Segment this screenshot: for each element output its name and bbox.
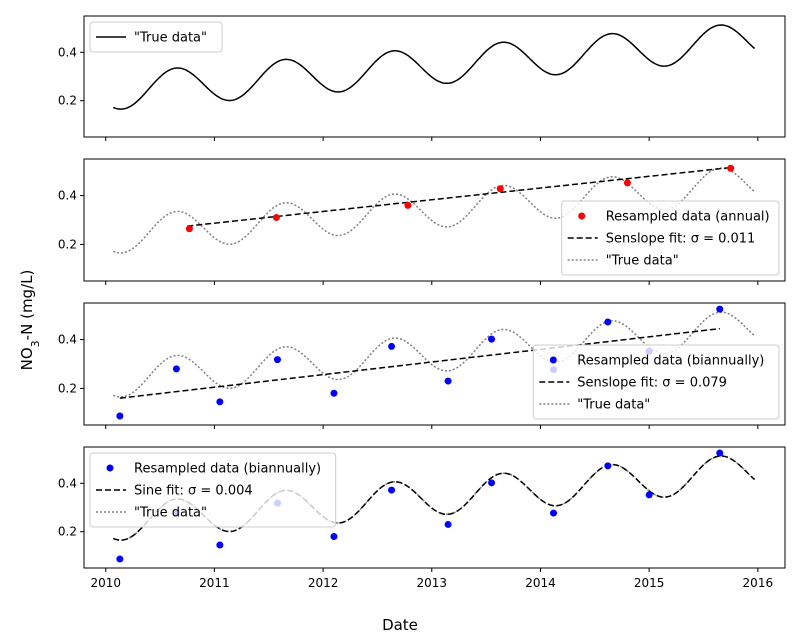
legend-box xyxy=(89,21,223,53)
data-point xyxy=(116,412,124,420)
x-tick-label: 2012 xyxy=(308,576,339,590)
panel-4: 0.2 0.4 2010 2011 2012 2013 2014 2015 2016 Resamp… xyxy=(58,446,786,590)
data-point xyxy=(116,555,124,563)
legend-label: Senslope fit: σ = 0.079 xyxy=(577,376,727,391)
legend-label: Sine fit: σ = 0.004 xyxy=(134,484,253,499)
panels: 0.2 0.4 "True data" 0.2 0.4 Resampled data (a… xyxy=(58,15,786,590)
axes-frame xyxy=(83,158,786,282)
axes-frame xyxy=(83,15,786,138)
x-tick-label: 2011 xyxy=(199,576,230,590)
x-tick-label: 2013 xyxy=(417,576,448,590)
true-data-line xyxy=(113,167,756,254)
legend-box xyxy=(89,452,337,528)
data-point xyxy=(645,491,653,499)
y-tick-label: 0.2 xyxy=(58,94,77,108)
legend-label: Resampled data (annual) xyxy=(606,210,770,225)
data-point xyxy=(488,335,496,343)
data-point xyxy=(716,305,724,313)
data-point xyxy=(444,377,452,385)
panel-2: 0.2 0.4 Resampled data (annual) Senslope fi… xyxy=(58,158,786,285)
data-point xyxy=(388,342,396,350)
panel-1: 0.2 0.4 "True data" xyxy=(58,15,786,141)
true-data-line xyxy=(113,455,756,541)
sine-fit-line xyxy=(113,455,756,541)
y-tick-label: 0.4 xyxy=(58,476,77,490)
data-point xyxy=(330,533,338,541)
y-tick-label: 0.2 xyxy=(58,525,77,539)
senslope-fit-line xyxy=(119,327,720,399)
legend: Resampled data (annual) Senslope fit: σ =… xyxy=(561,200,780,276)
data-point xyxy=(216,541,224,549)
data-point xyxy=(716,449,724,457)
y-axis-label-subscript: 3 xyxy=(29,340,42,347)
data-point xyxy=(496,185,504,193)
legend-label: "True data" xyxy=(577,398,650,413)
true-data-line xyxy=(113,311,756,398)
plot-area xyxy=(113,24,756,110)
legend-box xyxy=(532,344,780,420)
legend-label: "True data" xyxy=(134,506,207,521)
data-point xyxy=(388,486,396,494)
y-tick-label: 0.4 xyxy=(58,333,77,347)
y-axis-label: NO3-N (mg/L) xyxy=(18,270,42,371)
y-tick-label: 0.4 xyxy=(58,45,77,59)
data-point xyxy=(404,201,412,209)
legend-label: "True data" xyxy=(134,31,207,46)
legend-box xyxy=(561,200,780,276)
data-point xyxy=(172,365,180,373)
legend: Resampled data (biannually) Senslope fit:… xyxy=(532,344,780,420)
y-tick-label: 0.2 xyxy=(58,381,77,395)
x-axis-label: Date xyxy=(382,616,418,634)
data-point xyxy=(604,318,612,326)
legend-marker xyxy=(578,212,586,220)
true-data-line xyxy=(113,24,756,110)
data-point xyxy=(623,179,631,187)
data-point xyxy=(330,389,338,397)
data-point xyxy=(550,509,558,517)
plot-area xyxy=(113,449,756,563)
plot-area xyxy=(113,164,756,254)
y-tick-label: 0.4 xyxy=(58,189,77,203)
x-tick-label: 2015 xyxy=(634,576,665,590)
data-point xyxy=(216,398,224,406)
legend-label: Resampled data (biannually) xyxy=(577,354,764,369)
legend: "True data" xyxy=(89,21,223,53)
legend-label: Senslope fit: σ = 0.011 xyxy=(606,232,756,247)
legend-label: "True data" xyxy=(606,254,679,269)
legend-marker xyxy=(106,464,114,472)
data-point xyxy=(444,520,452,528)
panel-3: 0.2 0.4 Resampled data (biannually) Senslop… xyxy=(58,302,786,429)
legend-label: Resampled data (biannually) xyxy=(134,462,321,477)
legend: Resampled data (biannually) Sine fit: σ =… xyxy=(89,452,337,528)
data-point xyxy=(185,225,193,233)
axes-frame xyxy=(83,446,786,569)
data-point xyxy=(272,214,280,222)
y-tick-label: 0.2 xyxy=(58,237,77,251)
data-point xyxy=(488,479,496,487)
y-axis-label-rest: -N (mg/L) xyxy=(18,270,36,341)
legend-marker xyxy=(549,356,557,364)
axes-frame xyxy=(83,302,786,426)
y-axis-label-main: NO xyxy=(18,347,36,370)
x-tick-label: 2010 xyxy=(90,576,121,590)
data-point xyxy=(604,462,612,470)
data-point xyxy=(727,164,735,172)
x-tick-label: 2014 xyxy=(525,576,556,590)
data-point xyxy=(273,356,281,364)
x-tick-label: 2016 xyxy=(743,576,774,590)
